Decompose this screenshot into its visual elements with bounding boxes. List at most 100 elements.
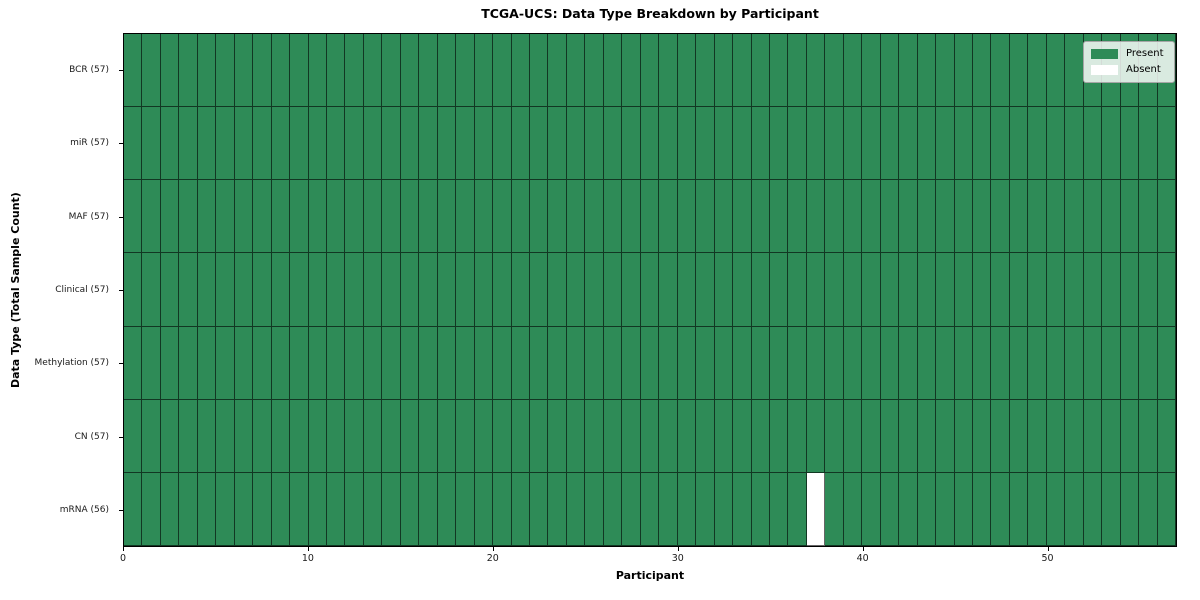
heatmap-cell — [456, 180, 475, 254]
legend-label: Absent — [1126, 64, 1161, 75]
y-tick-label: CN (57) — [74, 431, 109, 442]
heatmap-cell — [825, 180, 844, 254]
heatmap-cell — [234, 107, 254, 181]
heatmap-cell — [603, 253, 623, 327]
heatmap-cell — [936, 326, 955, 400]
heatmap-cell — [474, 107, 494, 181]
heatmap-cell — [124, 253, 143, 327]
heatmap-cell — [530, 107, 549, 181]
heatmap-cell — [825, 326, 844, 400]
heatmap-cell — [603, 326, 623, 400]
heatmap-cell — [437, 326, 457, 400]
heatmap-cell — [1028, 107, 1047, 181]
heatmap-cell — [142, 34, 161, 108]
heatmap-cell — [936, 180, 955, 254]
heatmap-cell — [308, 34, 328, 108]
heatmap-cell — [530, 180, 549, 254]
heatmap-cell — [733, 399, 752, 473]
heatmap-cell — [899, 180, 918, 254]
heatmap-cell — [585, 34, 604, 108]
heatmap-cell — [917, 472, 937, 546]
y-tick-label: MAF (57) — [68, 211, 109, 222]
heatmap-cell — [972, 472, 992, 546]
heatmap-cell — [585, 472, 604, 546]
heatmap-cell — [345, 253, 364, 327]
heatmap-cell — [511, 472, 531, 546]
heatmap-cell — [345, 326, 364, 400]
heatmap-cell — [585, 107, 604, 181]
heatmap-cell — [290, 34, 309, 108]
heatmap-cell — [1046, 107, 1066, 181]
heatmap-cell — [234, 180, 254, 254]
heatmap-cell — [456, 399, 475, 473]
heatmap-cell — [696, 253, 715, 327]
heatmap-cell — [806, 472, 826, 546]
heatmap-cell — [1046, 34, 1066, 108]
heatmap-cell — [197, 107, 217, 181]
heatmap-cell — [160, 472, 180, 546]
heatmap-cell — [1102, 253, 1121, 327]
heatmap-cell — [179, 34, 198, 108]
heatmap-cell — [991, 472, 1010, 546]
heatmap-cell — [825, 107, 844, 181]
heatmap-cell — [825, 253, 844, 327]
heatmap-cell — [400, 107, 420, 181]
heatmap-cell — [456, 472, 475, 546]
heatmap-grid — [124, 34, 1176, 546]
y-tick-label: BCR (57) — [69, 64, 109, 75]
heatmap-cell — [234, 472, 254, 546]
heatmap-cell — [936, 472, 955, 546]
heatmap-cell — [160, 107, 180, 181]
heatmap-cell — [1028, 326, 1047, 400]
heatmap-cell — [493, 472, 512, 546]
heatmap-cell — [972, 326, 992, 400]
heatmap-cell — [1009, 180, 1029, 254]
heatmap-cell — [511, 253, 531, 327]
heatmap-cell — [419, 34, 438, 108]
heatmap-cell — [1009, 472, 1029, 546]
heatmap-cell — [659, 326, 678, 400]
heatmap-cell — [548, 472, 567, 546]
legend-label: Present — [1126, 48, 1164, 59]
heatmap-cell — [1102, 399, 1121, 473]
heatmap-cell — [327, 107, 346, 181]
heatmap-cell — [696, 180, 715, 254]
heatmap-cell — [677, 472, 697, 546]
heatmap-cell — [714, 253, 734, 327]
heatmap-cell — [769, 34, 789, 108]
heatmap-cell — [640, 34, 660, 108]
heatmap-cell — [308, 399, 328, 473]
y-tick-label: Clinical (57) — [55, 285, 109, 295]
heatmap-cell — [179, 399, 198, 473]
heatmap-cell — [1028, 180, 1047, 254]
heatmap-cell — [880, 107, 900, 181]
heatmap-cell — [1028, 34, 1047, 108]
heatmap-cell — [677, 180, 697, 254]
heatmap-cell — [234, 34, 254, 108]
heatmap-cell — [1009, 34, 1029, 108]
heatmap-cell — [899, 472, 918, 546]
heatmap-cell — [290, 180, 309, 254]
heatmap-cell — [843, 34, 863, 108]
x-tick-mark — [123, 547, 124, 551]
heatmap-cell — [1083, 472, 1103, 546]
heatmap-cell — [271, 107, 291, 181]
heatmap-cell — [1102, 107, 1121, 181]
heatmap-cell — [234, 326, 254, 400]
heatmap-cell — [972, 180, 992, 254]
heatmap-cell — [751, 180, 770, 254]
heatmap-cell — [1046, 326, 1066, 400]
heatmap-cell — [862, 472, 881, 546]
heatmap-cell — [382, 107, 401, 181]
heatmap-cell — [1009, 253, 1029, 327]
heatmap-cell — [382, 34, 401, 108]
heatmap-cell — [437, 399, 457, 473]
heatmap-cell — [1065, 326, 1084, 400]
heatmap-cell — [585, 399, 604, 473]
x-tick-label: 20 — [486, 553, 499, 564]
heatmap-cell — [1083, 253, 1103, 327]
heatmap-cell — [1157, 326, 1176, 400]
heatmap-cell — [308, 253, 328, 327]
heatmap-cell — [972, 107, 992, 181]
heatmap-cell — [806, 326, 826, 400]
